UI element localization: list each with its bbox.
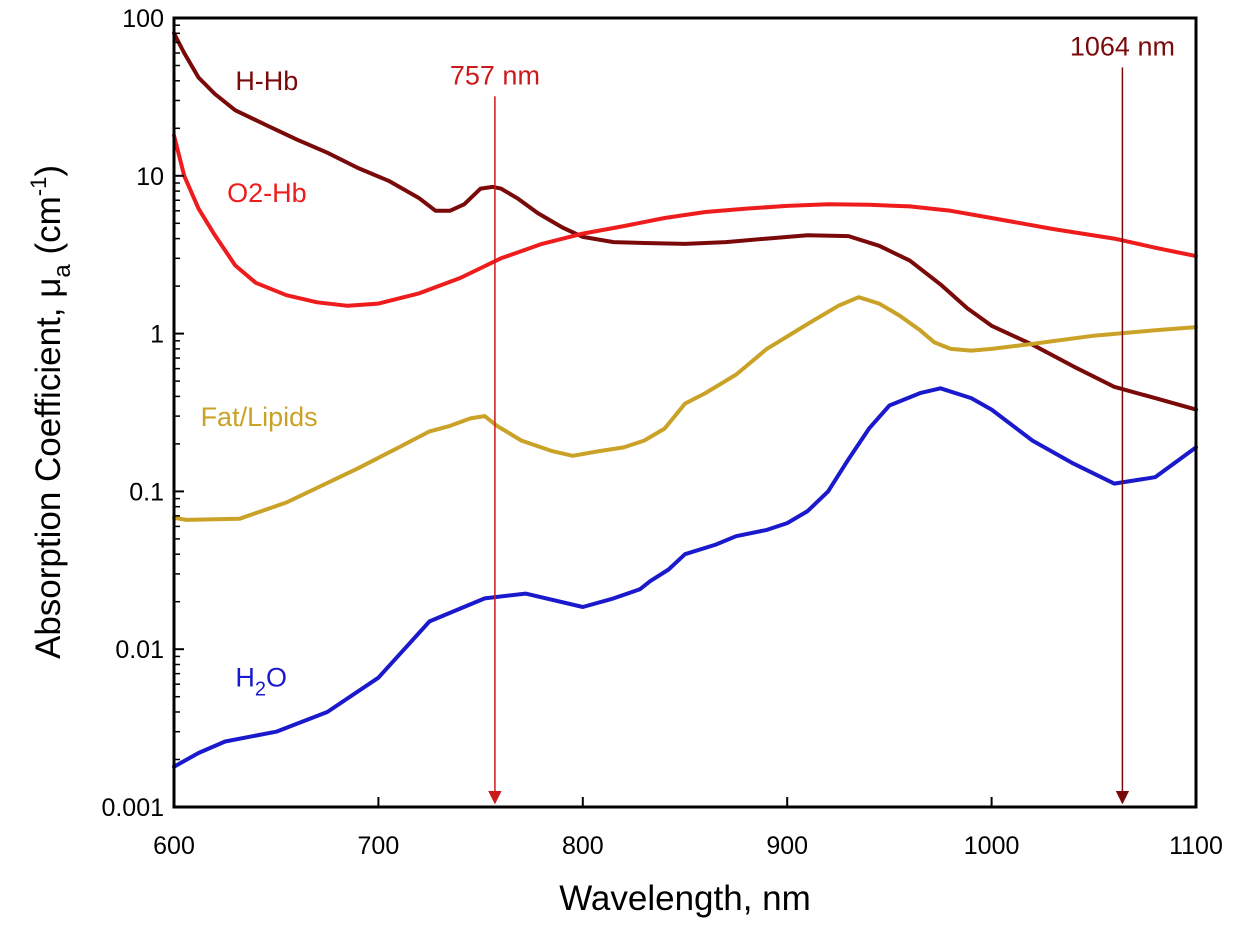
annotation-layer: 757 nm 1064 nm — [450, 31, 1175, 805]
x-tick-label: 800 — [562, 832, 604, 860]
series-label-sub: 2 — [255, 679, 266, 701]
x-tick-label: 900 — [766, 832, 808, 860]
y-axis-title-main: Absorption Coefficient, μ — [29, 278, 68, 659]
x-tick-label: 600 — [153, 832, 195, 860]
x-tick-label: 1000 — [964, 832, 1020, 860]
y-axis-title: Absorption Coefficient, μa (cm-1) — [26, 165, 76, 659]
y-tick-label: 0.1 — [129, 478, 164, 506]
series-label-main: H — [235, 663, 255, 693]
y-tick-label: 1 — [150, 321, 164, 349]
y-axis-title-sub: a — [49, 264, 76, 278]
series-label-hhb: H-Hb — [235, 66, 298, 96]
x-axis-ticks: 600 700 800 900 1000 1100 — [153, 797, 1223, 860]
series-label-o2hb: O2-Hb — [227, 178, 307, 208]
y-axis-title-unit-sup: -1 — [26, 177, 51, 197]
series-label-end: O — [266, 663, 287, 693]
y-tick-label: 10 — [136, 163, 164, 191]
series-line-o2hb — [172, 133, 1198, 308]
series-line-water — [172, 386, 1198, 769]
series-line-fat — [172, 295, 1198, 522]
x-axis-title: Wavelength, nm — [559, 879, 811, 918]
series-layer: H-Hb O2-Hb Fat/Lipids H2O — [172, 31, 1198, 769]
y-tick-label: 0.001 — [101, 794, 164, 822]
marker-label-m757: 757 nm — [450, 60, 540, 90]
y-axis-ticks: 0.001 0.01 0.1 1 10 100 — [101, 5, 184, 822]
y-tick-label: 0.01 — [115, 636, 164, 664]
marker-label-m1064: 1064 nm — [1070, 31, 1175, 61]
series-label-fat: Fat/Lipids — [201, 402, 318, 432]
x-tick-label: 700 — [358, 832, 400, 860]
series-line-hhb — [172, 31, 1198, 412]
series-label-water: H2O — [235, 663, 287, 701]
y-tick-label: 100 — [122, 5, 164, 33]
plot-area-frame — [172, 16, 1198, 809]
y-axis-title-unit-open: (cm — [29, 196, 68, 264]
x-tick-label: 1100 — [1169, 832, 1223, 860]
y-axis-title-unit-close: ) — [29, 165, 68, 177]
